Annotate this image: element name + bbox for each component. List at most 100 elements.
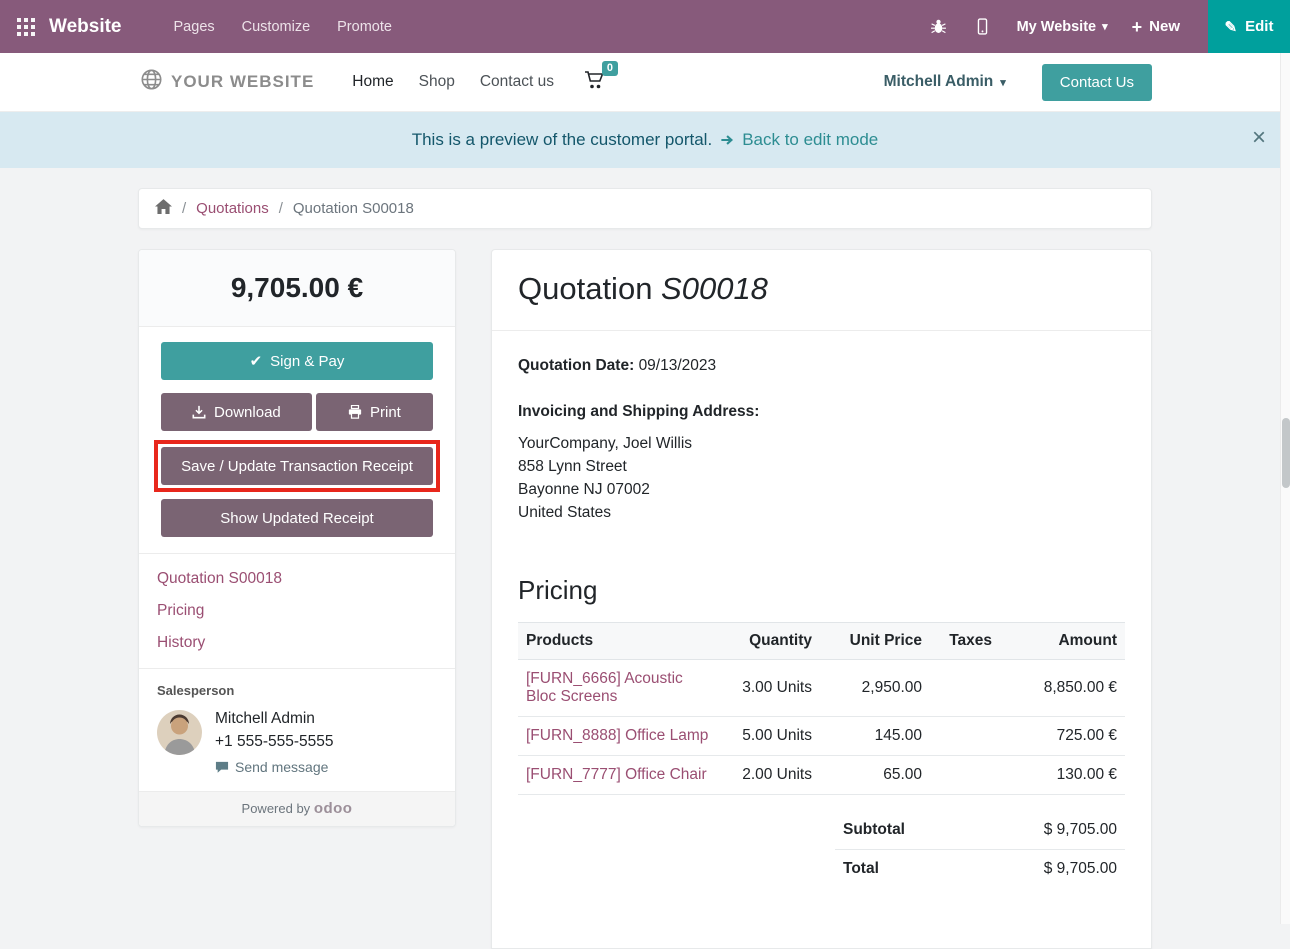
- sidebar-link-quotation[interactable]: Quotation S00018: [157, 570, 282, 587]
- col-taxes: Taxes: [930, 621, 1000, 660]
- cart-count-badge: 0: [601, 60, 618, 76]
- breadcrumb-separator: /: [278, 200, 283, 217]
- address-block: YourCompany, Joel Willis 858 Lynn Street…: [518, 433, 1125, 525]
- show-updated-receipt-button[interactable]: Show Updated Receipt: [161, 499, 433, 537]
- site-logo-text: YOUR WEBSITE: [171, 72, 315, 91]
- total-label: Total: [843, 859, 879, 877]
- total-value: $ 9,705.00: [1043, 859, 1117, 877]
- product-link[interactable]: [FURN_6666] Acoustic Bloc Screens: [526, 669, 683, 705]
- contact-us-button[interactable]: Contact Us: [1041, 63, 1152, 101]
- table-row: [FURN_6666] Acoustic Bloc Screens 3.00 U…: [518, 659, 1125, 717]
- salesperson-name: Mitchell Admin: [215, 710, 315, 727]
- product-link[interactable]: [FURN_7777] Office Chair: [526, 765, 707, 783]
- breadcrumb-current: Quotation S00018: [292, 200, 414, 217]
- breadcrumb: / Quotations / Quotation S00018: [138, 188, 1152, 229]
- cell-taxes: [930, 755, 1000, 795]
- col-products: Products: [518, 621, 720, 660]
- new-button[interactable]: + New: [1132, 18, 1180, 36]
- menu-customize[interactable]: Customize: [241, 18, 311, 35]
- cell-quantity: 3.00 Units: [720, 659, 820, 717]
- scrollbar-thumb[interactable]: [1282, 418, 1290, 488]
- send-message-link[interactable]: Send message: [215, 759, 334, 775]
- address-line: 858 Lynn Street: [518, 457, 627, 475]
- sidebar-link-pricing[interactable]: Pricing: [157, 602, 205, 619]
- home-icon[interactable]: [155, 199, 172, 218]
- download-icon: [192, 405, 206, 419]
- nav-shop[interactable]: Shop: [418, 73, 455, 90]
- pencil-icon: ✎: [1224, 18, 1238, 36]
- my-website-label: My Website: [1016, 18, 1097, 35]
- cell-taxes: [930, 659, 1000, 717]
- sidebar-link-history[interactable]: History: [157, 634, 206, 651]
- mobile-preview-icon[interactable]: [973, 17, 993, 37]
- download-button[interactable]: Download: [161, 393, 312, 431]
- site-nav: Home Shop Contact us: [352, 73, 554, 91]
- apps-grid-icon[interactable]: [16, 17, 36, 37]
- topbar-menus: Pages Customize Promote: [174, 19, 392, 35]
- cell-unit-price: 65.00: [820, 755, 930, 795]
- back-to-edit-link[interactable]: Back to edit mode: [720, 130, 878, 150]
- table-row: [FURN_8888] Office Lamp 5.00 Units 145.0…: [518, 716, 1125, 756]
- download-label: Download: [214, 403, 281, 421]
- save-update-receipt-button[interactable]: Save / Update Transaction Receipt: [161, 447, 433, 485]
- table-row: [FURN_7777] Office Chair 2.00 Units 65.0…: [518, 755, 1125, 795]
- backend-topbar: Website Pages Customize Promote My Websi…: [0, 0, 1290, 53]
- total-amount: 9,705.00 €: [139, 250, 455, 327]
- cart-icon: [584, 70, 604, 88]
- banner-text: This is a preview of the customer portal…: [411, 130, 713, 149]
- cell-unit-price: 145.00: [820, 716, 930, 756]
- printer-icon: [348, 405, 362, 419]
- site-logo[interactable]: YOUR WEBSITE: [140, 68, 314, 96]
- subtotal-value: $ 9,705.00: [1043, 820, 1117, 838]
- print-button[interactable]: Print: [315, 393, 433, 431]
- table-header-row: Products Quantity Unit Price Taxes Amoun…: [518, 621, 1125, 660]
- new-label: New: [1149, 18, 1180, 35]
- sign-and-pay-button[interactable]: ✔ Sign & Pay: [161, 342, 433, 380]
- globe-icon: [140, 68, 163, 96]
- totals-section: Subtotal $ 9,705.00 Total $ 9,705.00: [835, 811, 1125, 888]
- bug-icon[interactable]: [929, 17, 949, 37]
- cart-button[interactable]: 0: [584, 60, 618, 95]
- breadcrumb-quotations-link[interactable]: Quotations: [196, 200, 269, 217]
- portal-content: / Quotations / Quotation S00018 9,705.00…: [138, 188, 1152, 949]
- pricing-table: Products Quantity Unit Price Taxes Amoun…: [518, 621, 1125, 795]
- close-icon[interactable]: ×: [1251, 124, 1266, 151]
- salesperson-phone: +1 555-555-5555: [215, 733, 334, 750]
- check-icon: ✔: [249, 353, 263, 370]
- my-website-dropdown[interactable]: My Website ▾: [1017, 19, 1108, 35]
- col-unit-price: Unit Price: [820, 621, 930, 660]
- address-label: Invoicing and Shipping Address:: [518, 403, 760, 420]
- chevron-down-icon: ▾: [1000, 76, 1006, 89]
- vertical-scrollbar[interactable]: [1280, 53, 1290, 924]
- send-message-label: Send message: [235, 759, 329, 775]
- address-line: United States: [518, 503, 612, 521]
- menu-pages[interactable]: Pages: [173, 18, 215, 35]
- quotation-title-prefix: Quotation: [518, 271, 662, 306]
- cell-amount: 725.00 €: [1000, 716, 1125, 756]
- cell-amount: 130.00 €: [1000, 755, 1125, 795]
- menu-promote[interactable]: Promote: [337, 18, 392, 35]
- product-link[interactable]: [FURN_8888] Office Lamp: [526, 726, 709, 744]
- sidebar-nav-links: Quotation S00018 Pricing History: [139, 553, 455, 668]
- chat-bubble-icon: [215, 761, 229, 773]
- powered-by-text: Powered by: [241, 801, 311, 816]
- cell-quantity: 2.00 Units: [720, 755, 820, 795]
- edit-label: Edit: [1245, 18, 1274, 35]
- edit-button[interactable]: ✎ Edit: [1208, 0, 1290, 53]
- quotation-date-label: Quotation Date:: [518, 357, 635, 374]
- breadcrumb-separator: /: [182, 200, 187, 217]
- quotation-reference: S00018: [661, 271, 768, 306]
- avatar: [157, 710, 202, 755]
- chevron-down-icon: ▾: [1102, 21, 1108, 33]
- subtotal-label: Subtotal: [843, 820, 905, 838]
- nav-contact-us[interactable]: Contact us: [479, 73, 554, 90]
- odoo-logo[interactable]: odoo: [313, 800, 353, 817]
- quotation-date-value: 09/13/2023: [638, 357, 717, 374]
- nav-home[interactable]: Home: [352, 73, 394, 90]
- salesperson-section: Salesperson Mitchell Admin +1 555-555-55…: [139, 668, 455, 791]
- plus-icon: +: [1131, 16, 1143, 37]
- cell-unit-price: 2,950.00: [820, 659, 930, 717]
- address-line: Bayonne NJ 07002: [518, 480, 650, 498]
- quotation-title: Quotation S00018: [492, 250, 1151, 331]
- user-dropdown[interactable]: Mitchell Admin ▾: [884, 73, 1006, 91]
